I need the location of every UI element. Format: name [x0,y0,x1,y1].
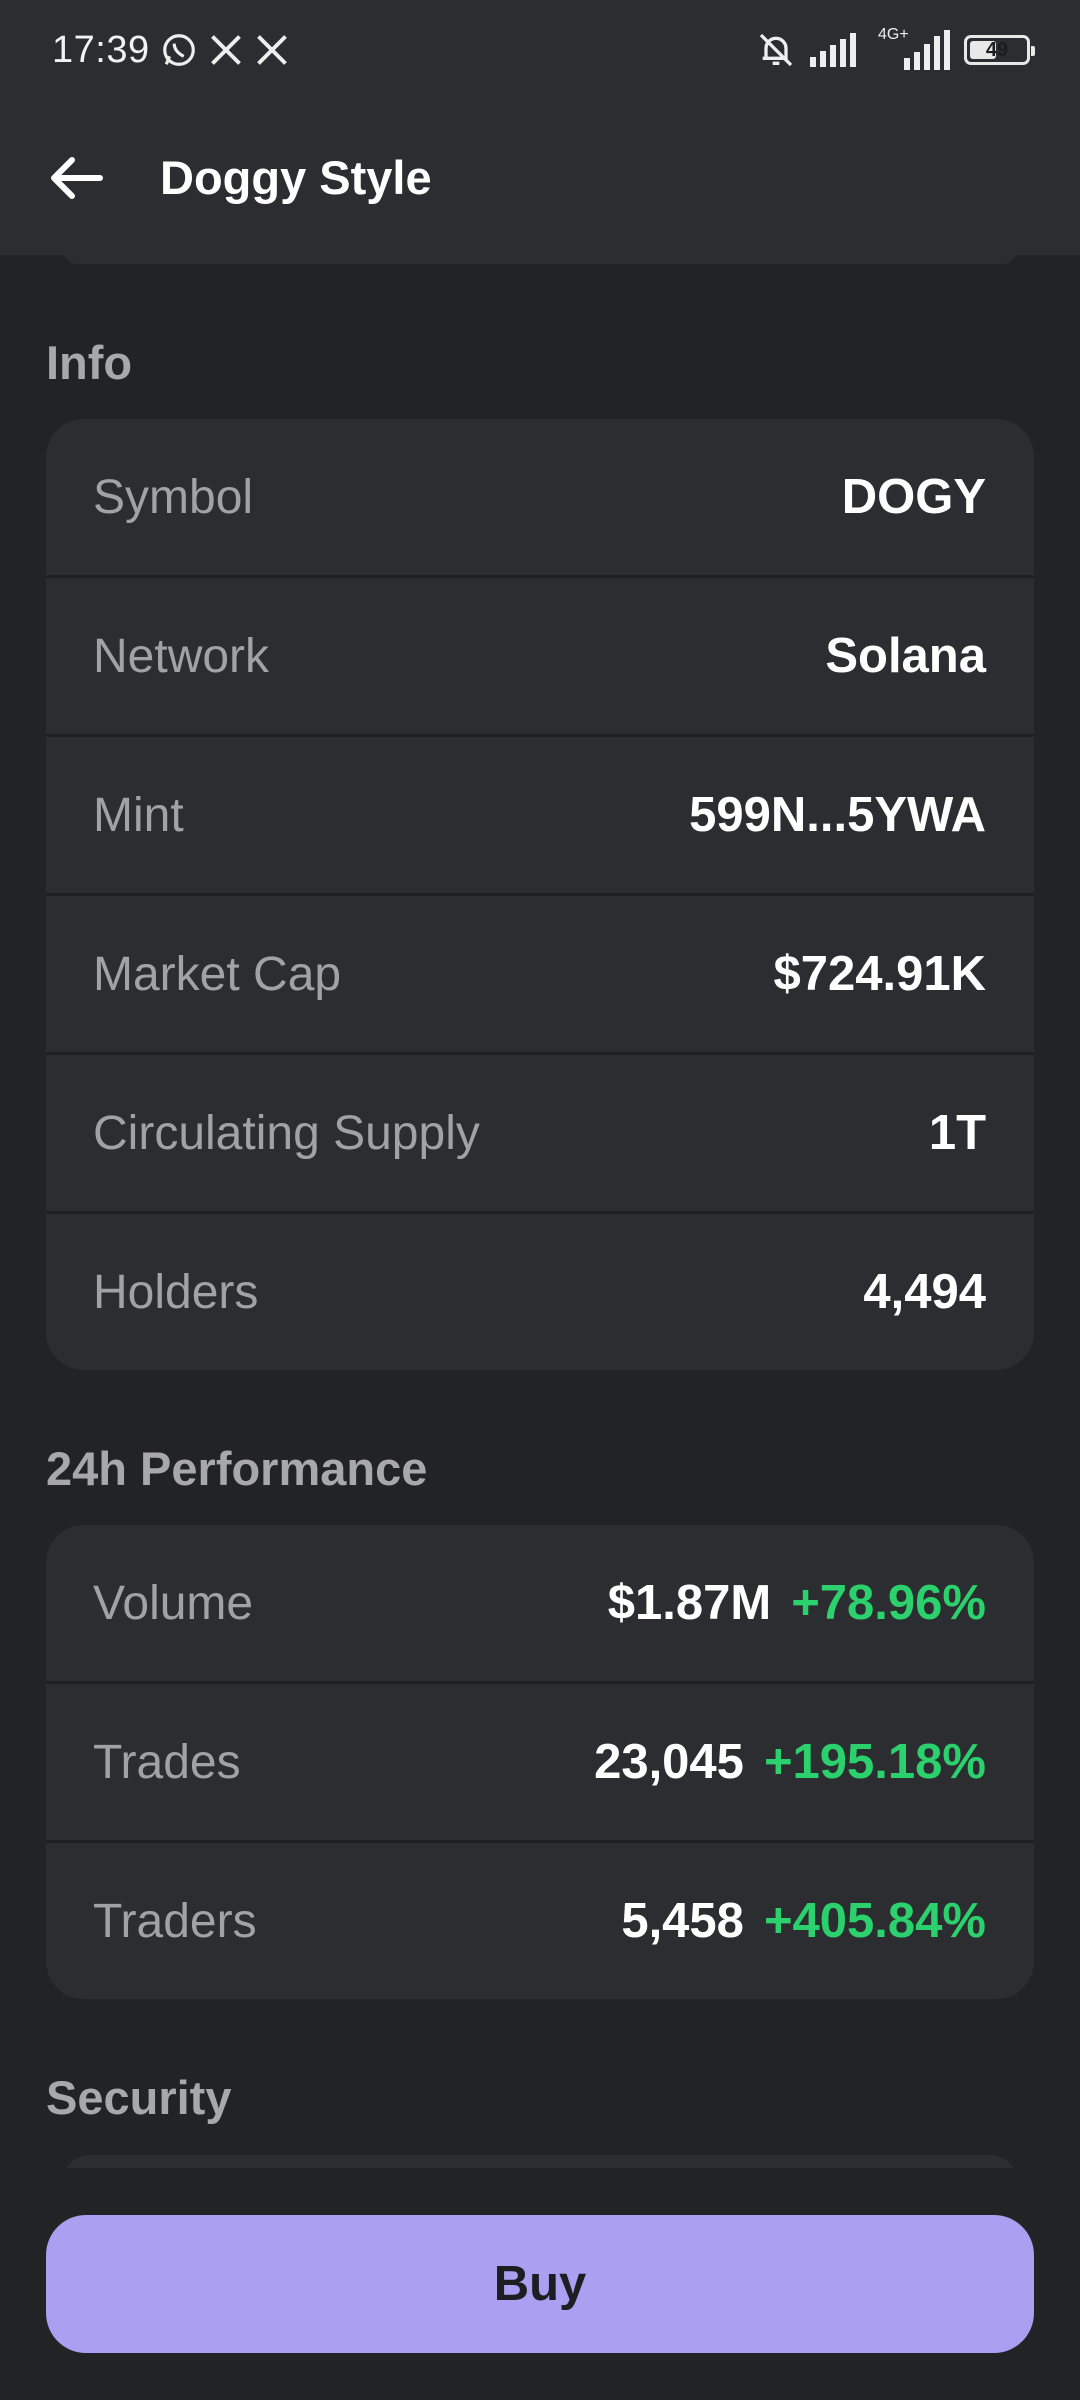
info-row-symbol: Symbol DOGY [46,419,1034,578]
arrow-left-icon [51,156,103,199]
performance-row-traders: Traders 5,458 +405.84% [46,1843,1034,1999]
row-value: Solana [825,629,986,683]
row-value: DOGY [841,470,986,524]
row-label: Symbol [93,470,254,524]
row-value: 1T [928,1106,986,1160]
row-label: Traders [93,1894,257,1948]
row-change: +78.96% [791,1576,986,1630]
row-right: $1.87M +78.96% [608,1575,986,1631]
row-label: Trades [93,1735,241,1789]
bell-muted-icon [756,30,796,70]
x-icon [208,32,244,68]
row-change: +405.84% [763,1894,986,1948]
buy-button[interactable]: Buy [46,2215,1034,2353]
battery-level: 49 [985,38,1009,61]
row-label: Market Cap [93,947,342,1001]
back-button[interactable] [46,148,106,208]
info-row-mint[interactable]: Mint 599N...5YWA [46,737,1034,896]
info-section-title: Info [46,336,133,389]
row-right: 23,045 +195.18% [594,1734,986,1790]
row-value: 4,494 [863,1265,986,1319]
signal-4g-icon: 4G+ [878,26,950,70]
row-label: Mint [93,788,184,842]
page-title: Doggy Style [160,151,432,204]
mint-address[interactable]: 599N...5YWA [689,788,986,842]
signal-icon [810,33,864,67]
whatsapp-icon [160,31,198,69]
info-row-circulating-supply: Circulating Supply 1T [46,1055,1034,1214]
status-right: 4G+ 49 [756,26,1035,70]
status-time: 17:39 [52,28,150,71]
network-label: 4G+ [878,26,909,43]
previous-card-edge [62,248,1018,264]
security-section-title: Security [46,2071,232,2124]
app-header: Doggy Style [0,100,1080,255]
row-label: Circulating Supply [93,1106,480,1160]
row-label: Volume [93,1576,254,1630]
row-value: 23,045 [594,1735,744,1789]
performance-section-title: 24h Performance [46,1442,428,1495]
row-label: Network [93,629,270,683]
battery-icon: 49 [964,35,1035,65]
row-value: $724.91K [773,947,986,1001]
performance-row-volume: Volume $1.87M +78.96% [46,1525,1034,1684]
info-row-holders: Holders 4,494 [46,1214,1034,1370]
x-icon [254,32,290,68]
status-bar: 17:39 4G+ 49 [0,0,1080,100]
row-value: $1.87M [607,1576,772,1630]
performance-card: Volume $1.87M +78.96% Trades 23,045 +195… [46,1525,1034,1999]
performance-row-trades: Trades 23,045 +195.18% [46,1684,1034,1843]
info-row-network: Network Solana [46,578,1034,737]
info-card: Symbol DOGY Network Solana Mint 599N...5… [46,419,1034,1370]
status-left: 17:39 [52,29,290,72]
row-right: 5,458 +405.84% [621,1893,986,1949]
row-label: Holders [93,1265,259,1319]
info-row-market-cap: Market Cap $724.91K [46,896,1034,1055]
row-value: 5,458 [621,1894,744,1948]
row-change: +195.18% [763,1735,986,1789]
